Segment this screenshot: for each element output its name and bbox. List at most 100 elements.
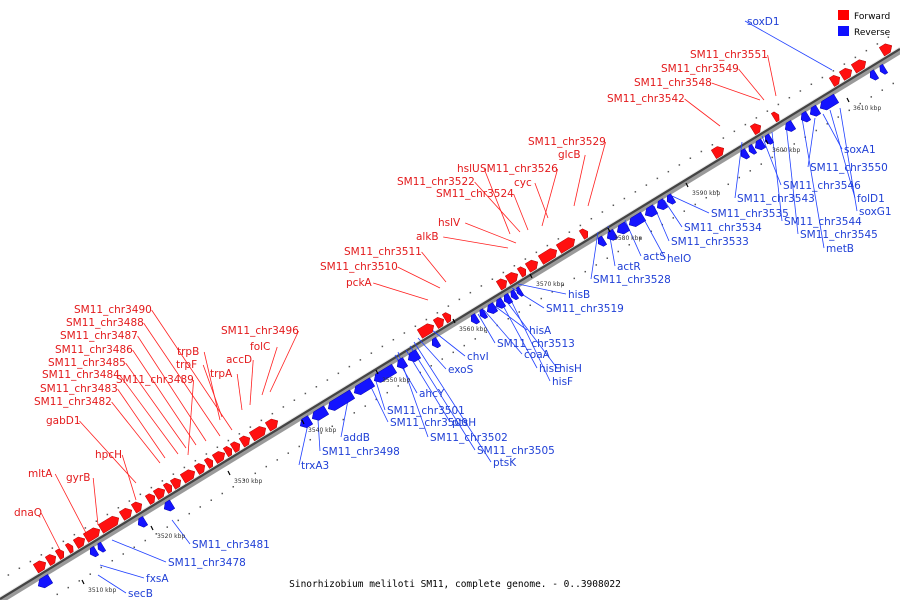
gene-label-sm11-chr3543[interactable]: SM11_chr3543 [737, 193, 815, 205]
gene-label-sm11-chr3519[interactable]: SM11_chr3519 [546, 303, 624, 315]
gene-label-sm11-chr3529[interactable]: SM11_chr3529 [528, 136, 606, 148]
gene-label-alkb[interactable]: alkB [416, 231, 439, 243]
gene-label-sm11-chr3483[interactable]: SM11_chr3483 [40, 383, 118, 395]
forward-gene-arrow[interactable] [162, 482, 173, 494]
reverse-gene-arrow[interactable] [37, 574, 54, 589]
gene-label-hisb[interactable]: hisB [568, 289, 590, 301]
reverse-gene-arrow[interactable] [809, 104, 822, 117]
gene-label-sm11-chr3489[interactable]: SM11_chr3489 [116, 374, 194, 386]
gene-label-sm11-chr3488[interactable]: SM11_chr3488 [66, 317, 144, 329]
gene-label-gyrb[interactable]: gyrB [66, 472, 90, 484]
gene-label-coaa[interactable]: coaA [524, 349, 551, 361]
gene-label-ptsh[interactable]: ptsH [452, 417, 476, 429]
gene-label-trxa3[interactable]: trxA3 [301, 460, 329, 472]
reverse-gene-arrow[interactable] [869, 69, 880, 81]
reverse-gene-arrow[interactable] [470, 313, 481, 325]
forward-gene-arrow[interactable] [64, 542, 74, 554]
forward-gene-arrow[interactable] [850, 59, 867, 74]
forward-gene-arrow[interactable] [222, 446, 233, 458]
gene-label-sm11-chr3505[interactable]: SM11_chr3505 [477, 445, 555, 457]
reverse-gene-arrow[interactable] [486, 302, 499, 314]
reverse-gene-arrow[interactable] [516, 286, 525, 297]
gene-label-ptsk[interactable]: ptsK [493, 457, 517, 469]
reverse-gene-arrow[interactable] [597, 235, 608, 247]
gene-label-sm11-chr3496[interactable]: SM11_chr3496 [221, 325, 299, 337]
gene-label-sm11-chr3528[interactable]: SM11_chr3528 [593, 274, 671, 286]
forward-gene-arrow[interactable] [838, 67, 853, 81]
gene-label-sm11-chr3526[interactable]: SM11_chr3526 [480, 163, 558, 175]
forward-gene-arrow[interactable] [211, 451, 226, 464]
reverse-gene-arrow[interactable] [510, 289, 520, 301]
reverse-gene-arrow[interactable] [754, 138, 767, 151]
forward-gene-arrow[interactable] [524, 259, 539, 273]
gene-label-hisf[interactable]: hisF [552, 376, 573, 388]
gene-label-exos[interactable]: exoS [448, 364, 474, 376]
forward-gene-arrow[interactable] [118, 507, 133, 521]
forward-gene-arrow[interactable] [82, 527, 101, 543]
reverse-gene-arrow[interactable] [800, 110, 812, 123]
reverse-gene-arrow[interactable] [748, 143, 758, 155]
gene-label-soxa1[interactable]: soxA1 [844, 144, 876, 156]
gene-label-helo[interactable]: helO [667, 253, 691, 265]
gene-label-sm11-chr3501[interactable]: SM11_chr3501 [387, 405, 465, 417]
forward-gene-arrow[interactable] [770, 111, 780, 123]
gene-label-sm11-chr3502[interactable]: SM11_chr3502 [430, 432, 508, 444]
gene-label-sm11-chr3542[interactable]: SM11_chr3542 [607, 93, 685, 105]
gene-label-folc[interactable]: folC [250, 341, 270, 353]
reverse-gene-arrow[interactable] [879, 63, 889, 75]
reverse-gene-arrow[interactable] [137, 516, 149, 528]
gene-label-sm11-chr3481[interactable]: SM11_chr3481 [192, 539, 270, 551]
forward-gene-arrow[interactable] [441, 312, 452, 324]
forward-gene-arrow[interactable] [504, 272, 519, 285]
forward-gene-arrow[interactable] [248, 426, 267, 442]
gene-label-gabd1[interactable]: gabD1 [46, 415, 81, 427]
gene-label-mlta[interactable]: mltA [28, 468, 53, 480]
reverse-gene-arrow[interactable] [89, 545, 100, 558]
gene-label-sm11-chr3551[interactable]: SM11_chr3551 [690, 49, 768, 61]
reverse-gene-arrow[interactable] [396, 357, 409, 369]
gene-label-hslv[interactable]: hslV [438, 217, 461, 229]
gene-label-sm11-chr3485[interactable]: SM11_chr3485 [48, 357, 126, 369]
reverse-gene-arrow[interactable] [299, 415, 314, 429]
gene-label-metb[interactable]: metB [826, 243, 854, 255]
gene-label-cyc[interactable]: cyc [514, 177, 532, 189]
gene-label-sm11-chr3513[interactable]: SM11_chr3513 [497, 338, 575, 350]
gene-label-sm11-chr3535[interactable]: SM11_chr3535 [711, 208, 789, 220]
gene-label-trpf[interactable]: trpF [176, 359, 197, 371]
gene-label-secb[interactable]: secB [128, 588, 153, 600]
reverse-gene-arrow[interactable] [327, 389, 356, 411]
gene-label-chvi[interactable]: chvI [467, 351, 489, 363]
forward-gene-arrow[interactable] [97, 515, 120, 534]
reverse-gene-arrow[interactable] [644, 204, 659, 218]
gene-label-soxg1[interactable]: soxG1 [859, 206, 892, 218]
gene-label-accd[interactable]: accD [226, 354, 252, 366]
gene-label-hise[interactable]: hisE [539, 363, 561, 375]
forward-gene-arrow[interactable] [749, 123, 762, 136]
gene-label-dnaq[interactable]: dnaQ [14, 507, 42, 519]
forward-gene-arrow[interactable] [144, 493, 156, 505]
reverse-gene-arrow[interactable] [431, 336, 442, 349]
gene-label-sm11-chr3500[interactable]: SM11_chr3500 [390, 417, 468, 429]
forward-gene-arrow[interactable] [555, 237, 576, 254]
forward-gene-arrow[interactable] [495, 278, 508, 291]
gene-label-sm11-chr3510[interactable]: SM11_chr3510 [320, 261, 398, 273]
gene-label-sm11-chr3511[interactable]: SM11_chr3511 [344, 246, 422, 258]
gene-label-ahcy[interactable]: ahcY [419, 388, 445, 400]
gene-label-trpa[interactable]: trpA [210, 368, 233, 380]
reverse-gene-arrow[interactable] [784, 120, 797, 132]
gene-label-addb[interactable]: addB [343, 432, 370, 444]
gene-label-sm11-chr3486[interactable]: SM11_chr3486 [55, 344, 133, 356]
gene-label-hish[interactable]: hisH [559, 363, 582, 375]
gene-label-sm11-chr3524[interactable]: SM11_chr3524 [436, 188, 514, 200]
gene-label-soxd1[interactable]: soxD1 [747, 16, 780, 28]
gene-label-sm11-chr3482[interactable]: SM11_chr3482 [34, 396, 112, 408]
forward-gene-arrow[interactable] [416, 323, 435, 339]
reverse-gene-arrow[interactable] [656, 198, 669, 211]
gene-label-sm11-chr3550[interactable]: SM11_chr3550 [810, 162, 888, 174]
gene-label-sm11-chr3484[interactable]: SM11_chr3484 [42, 369, 120, 381]
forward-gene-arrow[interactable] [130, 501, 143, 514]
gene-label-fxsa[interactable]: fxsA [146, 573, 169, 585]
forward-gene-arrow[interactable] [54, 548, 65, 560]
gene-label-sm11-chr3498[interactable]: SM11_chr3498 [322, 446, 400, 458]
forward-gene-arrow[interactable] [828, 75, 841, 87]
